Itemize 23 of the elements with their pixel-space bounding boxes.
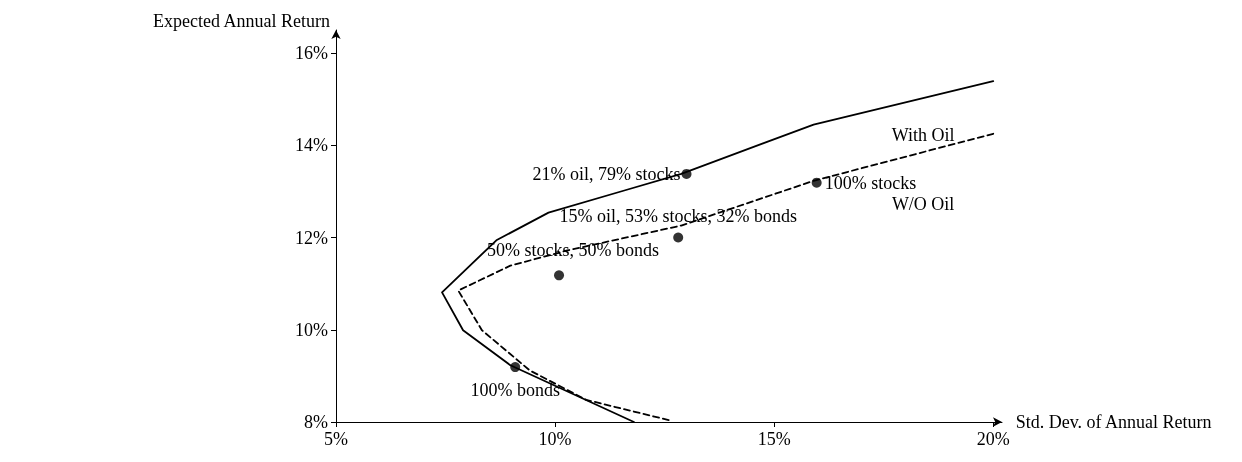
x-tick-label: 5% xyxy=(324,429,348,449)
x-tick-label: 15% xyxy=(757,429,791,449)
point xyxy=(554,270,565,281)
y-axis-title: Expected Annual Return xyxy=(153,11,330,31)
y-tick-label: 10% xyxy=(295,319,328,340)
y-tick-label: 8% xyxy=(304,412,328,432)
point xyxy=(510,362,521,373)
y-tick-label: 12% xyxy=(295,227,328,248)
x-tick-label: 10% xyxy=(538,429,572,449)
annotation: 100% bonds xyxy=(470,380,560,401)
annotation: 100% stocks xyxy=(824,172,917,193)
annotation: 15% oil, 53% stocks, 32% bonds xyxy=(559,205,797,226)
point xyxy=(673,232,684,243)
y-tick-label: 16% xyxy=(295,43,328,64)
y-tick-label: 14% xyxy=(295,135,328,156)
point xyxy=(681,168,692,179)
annotation: 21% oil, 79% stocks xyxy=(532,163,681,184)
annotation: W/O Oil xyxy=(891,194,955,215)
annotation: 50% stocks, 50% bonds xyxy=(487,240,660,261)
x-axis-title: Std. Dev. of Annual Return xyxy=(1015,412,1212,432)
x-tick-label: 20% xyxy=(976,429,1010,449)
point xyxy=(811,177,822,188)
annotation: With Oil xyxy=(891,125,955,146)
